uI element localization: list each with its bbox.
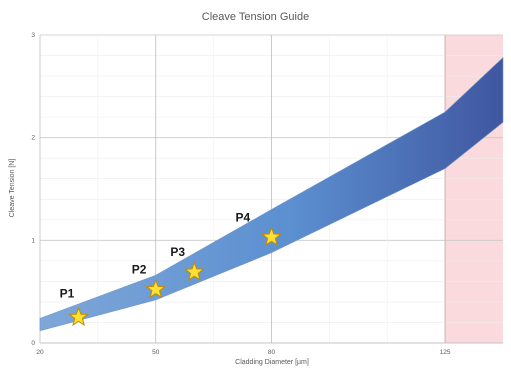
plot-area: 0 1 2 3 20 50 80 125 P1 P2 P3 P4 [31,32,504,356]
point-marker-p3 [183,261,205,281]
y-tick-label: 2 [31,135,35,142]
x-axis-label: Cladding Diameter [µm] [235,359,309,366]
x-tick-label: 20 [36,349,44,356]
x-tick-label: 125 [440,349,451,356]
y-tick-label: 0 [31,340,35,347]
y-tick-label: 1 [31,237,35,244]
chart-title: Cleave Tension Guide [202,11,309,23]
point-marker-p1 [68,306,89,327]
y-axis-label: Cleave Tension [N] [9,159,16,218]
y-tick-label: 3 [31,32,35,39]
point-label-p2: P2 [132,263,147,277]
point-marker-p2 [145,278,167,299]
x-tick-label: 50 [152,349,160,356]
x-tick-label: 80 [268,349,276,356]
point-label-p1: P1 [60,286,75,300]
tension-band [39,56,504,332]
point-label-p3: P3 [170,245,185,259]
point-label-p4: P4 [236,210,251,224]
point-marker-p4 [261,226,282,247]
